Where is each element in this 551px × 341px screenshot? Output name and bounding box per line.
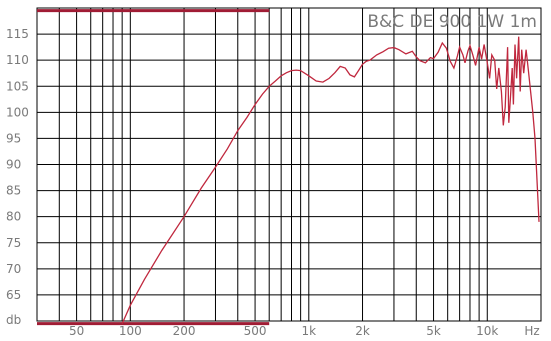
y-tick-label-70: 70 — [6, 262, 21, 276]
y-axis-unit-label: db — [6, 313, 21, 327]
y-axis-tick-labels: 115 110 105 100 95 90 85 80 75 70 65 — [6, 27, 29, 302]
x-tick-label-200: 200 — [173, 324, 196, 338]
x-tick-label-1k: 1k — [302, 324, 317, 338]
x-tick-label-5k: 5k — [426, 324, 441, 338]
band-lines — [37, 9, 270, 326]
y-tick-label-110: 110 — [6, 53, 29, 67]
plot-frame — [36, 7, 542, 322]
y-tick-label-95: 95 — [6, 131, 21, 145]
y-tick-label-65: 65 — [6, 288, 21, 302]
horizontal-gridlines — [37, 33, 541, 296]
y-tick-label-90: 90 — [6, 158, 21, 172]
y-tick-label-115: 115 — [6, 27, 29, 41]
x-tick-label-50: 50 — [69, 324, 84, 338]
x-axis-tick-labels: 50 100 200 500 1k 2k 5k 10k — [69, 324, 498, 338]
y-tick-label-85: 85 — [6, 184, 21, 198]
x-tick-label-500: 500 — [244, 324, 267, 338]
response-curve-line — [121, 36, 540, 324]
y-tick-label-105: 105 — [6, 79, 29, 93]
x-axis-unit-label: Hz — [524, 324, 539, 338]
x-tick-label-100: 100 — [119, 324, 142, 338]
x-tick-label-10k: 10k — [476, 324, 498, 338]
y-tick-label-100: 100 — [6, 105, 29, 119]
x-tick-label-2k: 2k — [355, 324, 370, 338]
y-tick-label-75: 75 — [6, 236, 21, 250]
vertical-gridlines — [36, 7, 542, 322]
chart-title: B&C DE 900 1W 1m — [367, 12, 537, 32]
y-tick-label-80: 80 — [6, 210, 21, 224]
